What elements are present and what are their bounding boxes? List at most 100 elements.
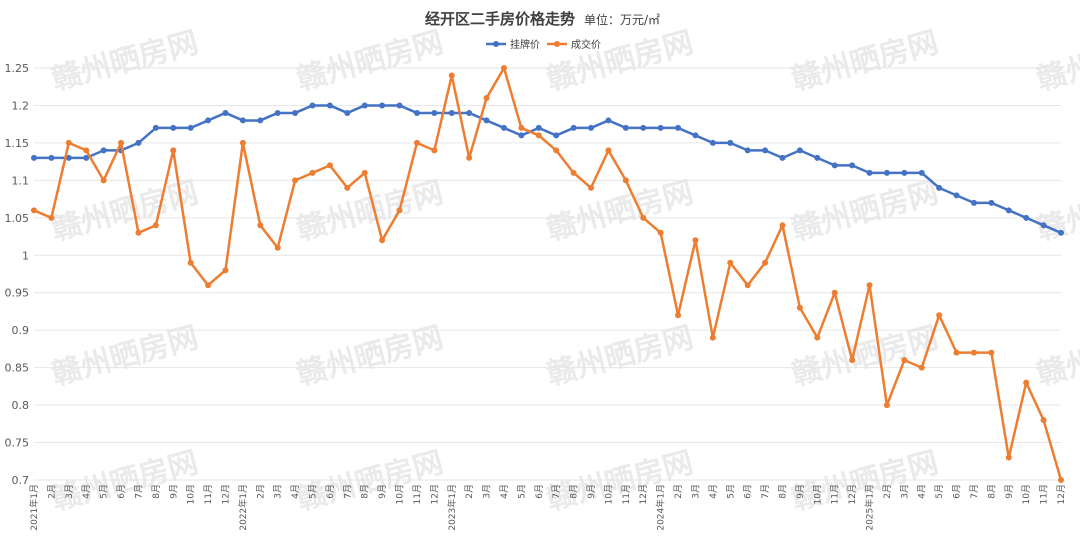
y-tick-label: 0.95 — [5, 287, 30, 300]
data-point — [796, 147, 803, 154]
watermark-text: 赣州晒房网 — [293, 445, 447, 518]
data-point — [866, 169, 873, 176]
data-point — [814, 154, 821, 161]
data-point — [675, 312, 682, 319]
data-point — [518, 132, 525, 139]
data-point — [518, 124, 525, 131]
data-point — [988, 349, 995, 356]
data-point — [1058, 229, 1064, 236]
data-point — [970, 199, 977, 206]
data-point — [588, 184, 595, 191]
x-tick-label: 9月 — [168, 484, 179, 499]
legend-item-listing: 挂牌价 — [486, 38, 540, 51]
data-point — [553, 147, 560, 154]
data-point — [796, 304, 803, 311]
x-tick-label: 3月 — [482, 484, 493, 499]
data-point — [83, 154, 90, 161]
data-point — [152, 222, 159, 229]
x-tick-label: 9月 — [377, 484, 388, 499]
data-point — [727, 139, 734, 146]
x-tick-label: 8月 — [569, 484, 580, 499]
x-tick-label: 9月 — [586, 484, 597, 499]
data-point — [901, 169, 908, 176]
data-point — [31, 154, 37, 161]
data-point — [970, 349, 977, 356]
x-tick-label: 4月 — [290, 484, 301, 499]
data-point — [257, 222, 264, 229]
legend-item-deal: 成交价 — [547, 38, 601, 51]
watermark-text: 赣州晒房网 — [788, 320, 942, 393]
data-point — [622, 124, 629, 131]
data-point — [988, 199, 995, 206]
chart-unit: 单位：万元/㎡ — [584, 12, 660, 27]
y-tick-label: 1.25 — [5, 62, 30, 75]
data-point — [535, 124, 542, 131]
data-point — [239, 139, 246, 146]
x-tick-label: 9月 — [1004, 484, 1015, 499]
data-point — [657, 229, 664, 236]
data-point — [65, 139, 72, 146]
data-point — [466, 109, 473, 116]
x-tick-label: 2021年1月 — [28, 484, 40, 531]
data-point — [779, 154, 786, 161]
y-tick-label: 1.2 — [12, 99, 30, 112]
x-tick-label: 2月 — [255, 484, 266, 499]
x-tick-label: 11月 — [412, 484, 423, 504]
data-point — [396, 102, 403, 109]
watermark-text: 赣州晒房网 — [48, 25, 202, 98]
y-tick-label: 1 — [22, 249, 29, 262]
data-point — [849, 357, 856, 364]
x-tick-label: 7月 — [969, 484, 980, 499]
data-point — [570, 124, 577, 131]
watermark-text: 赣州晒房网 — [293, 175, 447, 248]
x-tick-label: 12月 — [1056, 484, 1067, 504]
watermark-text: 赣州晒房网 — [1033, 175, 1080, 248]
x-tick-label: 4月 — [917, 484, 928, 499]
x-tick-label: 5月 — [99, 484, 110, 499]
x-tick-label: 2月 — [46, 484, 57, 499]
data-point — [309, 102, 316, 109]
y-tick-label: 0.75 — [5, 437, 30, 450]
legend-marker-listing — [493, 41, 499, 47]
grid-layer — [34, 67, 1061, 481]
data-point — [118, 139, 125, 146]
data-point — [918, 364, 925, 371]
data-point — [361, 169, 368, 176]
data-point — [953, 349, 960, 356]
watermark-text: 赣州晒房网 — [543, 175, 697, 248]
data-point — [692, 132, 699, 139]
x-tick-label: 2025年1月 — [864, 484, 876, 531]
data-point — [448, 109, 455, 116]
watermark-text: 赣州晒房网 — [48, 320, 202, 393]
x-tick-label: 8月 — [986, 484, 997, 499]
data-point — [65, 154, 72, 161]
y-tick-label: 0.8 — [12, 399, 30, 412]
x-tick-label: 8月 — [151, 484, 162, 499]
watermark-text: 赣州晒房网 — [48, 445, 202, 518]
data-point — [831, 162, 838, 169]
x-tick-label: 11月 — [1039, 484, 1050, 504]
x-tick-label: 6月 — [116, 484, 127, 499]
data-point — [553, 132, 560, 139]
series-line — [33, 66, 1063, 481]
data-point — [413, 139, 420, 146]
data-point — [239, 117, 246, 124]
data-point — [883, 402, 890, 409]
x-tick-label: 4月 — [708, 484, 719, 499]
data-point — [901, 357, 908, 364]
x-tick-label: 10月 — [186, 484, 197, 504]
data-point — [500, 65, 507, 71]
data-point — [413, 109, 420, 116]
x-tick-label: 7月 — [342, 484, 353, 499]
x-tick-label: 7月 — [760, 484, 771, 499]
data-point — [831, 289, 838, 296]
data-point — [170, 147, 177, 154]
x-tick-label: 11月 — [830, 484, 841, 504]
data-point — [744, 282, 751, 289]
data-point — [866, 282, 873, 289]
x-tick-label: 10月 — [812, 484, 823, 504]
x-tick-label: 8月 — [360, 484, 371, 499]
data-point — [709, 139, 716, 146]
